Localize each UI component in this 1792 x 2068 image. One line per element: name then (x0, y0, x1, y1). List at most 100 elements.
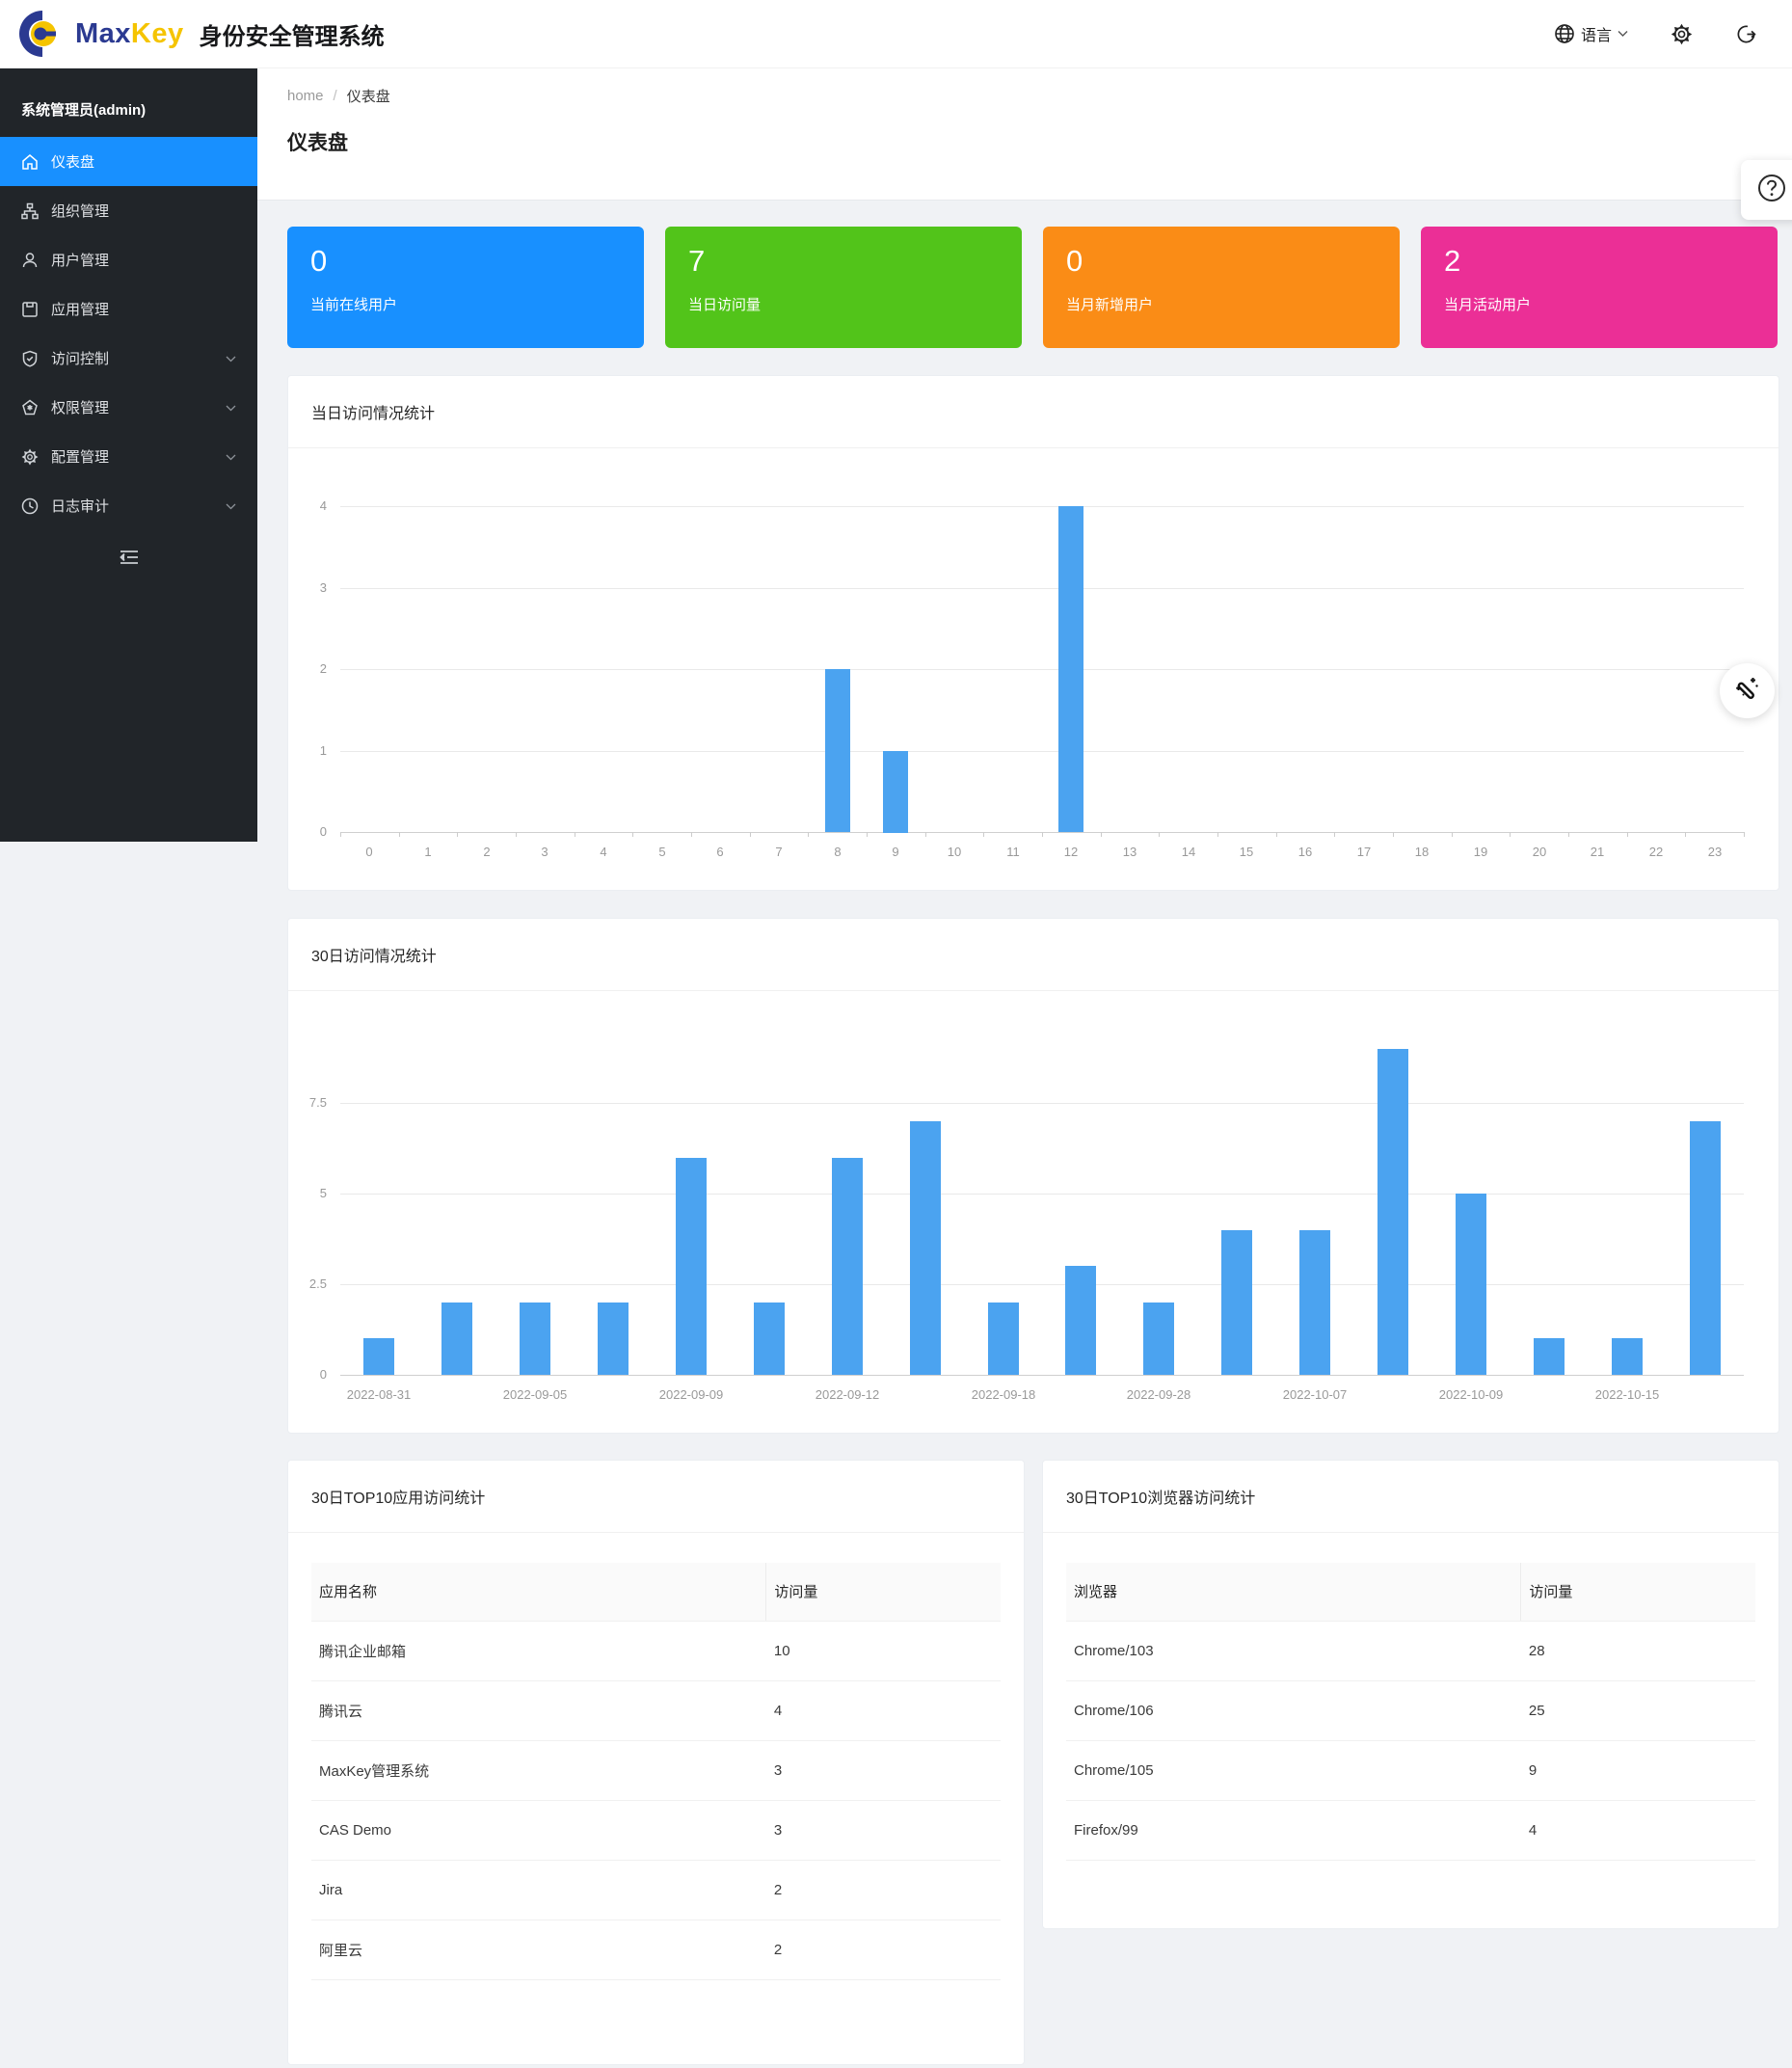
brand-area: MaxKey 身份安全管理系统 (17, 9, 385, 59)
sidebar-item-organizations[interactable]: 组织管理 (0, 186, 257, 235)
x-axis-tick-label: 7 (775, 845, 783, 859)
chevron-down-icon (226, 448, 236, 465)
panel-title: 当日访问情况统计 (288, 376, 1779, 448)
x-axis-tick-label: 2022-09-28 (1126, 1387, 1191, 1402)
logout-button[interactable] (1735, 23, 1757, 45)
globe-icon (1554, 23, 1575, 44)
breadcrumb-home-link[interactable]: home (287, 88, 324, 104)
menu-fold-button[interactable] (0, 538, 257, 580)
sidebar-item-label: 应用管理 (51, 302, 110, 318)
gear-icon (1671, 23, 1693, 45)
x-axis-tick-label: 4 (600, 845, 607, 859)
home-icon (21, 153, 39, 171)
shield-check-icon (21, 350, 39, 367)
app-title: 身份安全管理系统 (199, 23, 385, 50)
table-wrap: 浏览器 访问量 Chrome/103 28 Chrome/106 25 Chrome/1… (1043, 1533, 1779, 1861)
permission-icon (21, 399, 39, 416)
sidebar-item-applications[interactable]: 应用管理 (0, 284, 257, 334)
panel-30day-visits: 30日访问情况统计 0 2.5 5 7.5 2022-08-31 2022-09-05 20… (287, 918, 1779, 1434)
top10-browsers-table: 浏览器 访问量 Chrome/103 28 Chrome/106 25 Chrome/1… (1066, 1563, 1755, 1861)
bar (1065, 1266, 1096, 1375)
x-axis-tick (399, 832, 400, 837)
bar (598, 1303, 629, 1375)
x-axis-tick (1744, 832, 1745, 837)
x-axis-tick-label: 15 (1239, 845, 1254, 859)
bar (1612, 1338, 1643, 1375)
table-row: 腾讯云 4 (311, 1680, 1001, 1741)
table-row: Chrome/103 28 (1066, 1621, 1755, 1681)
x-axis-tick-label: 2022-09-12 (815, 1387, 880, 1402)
x-axis-tick-label: 2 (483, 845, 491, 859)
stat-value: 0 (310, 244, 328, 278)
x-axis-tick-label: 21 (1590, 845, 1605, 859)
logout-icon (1735, 23, 1757, 45)
table-row: Jira 2 (311, 1860, 1001, 1920)
y-axis-tick-label: 7.5 (308, 1095, 327, 1110)
magic-wand-icon (1733, 674, 1762, 708)
brand-key: Key (130, 17, 184, 49)
cell-visits: 9 (1520, 1740, 1755, 1801)
panel-top10-browsers: 30日TOP10浏览器访问统计 浏览器 访问量 Chrome/103 28 Chro… (1042, 1460, 1779, 1929)
help-button[interactable] (1741, 160, 1792, 220)
sidebar-user: 系统管理员(admin) (21, 102, 147, 119)
x-axis-tick-label: 2022-08-31 (346, 1387, 412, 1402)
x-axis-tick (808, 832, 809, 837)
sidebar-item-users[interactable]: 用户管理 (0, 235, 257, 284)
x-axis-tick-label: 2022-09-18 (971, 1387, 1036, 1402)
x-axis-tick (340, 832, 341, 837)
stat-card-row: 0 当前在线用户 7 当日访问量 0 当月新增用户 2 当月活动用户 (287, 227, 1779, 348)
panel-title: 30日访问情况统计 (288, 919, 1779, 991)
theme-wand-button[interactable] (1720, 663, 1775, 718)
sidebar-item-label: 组织管理 (51, 203, 110, 220)
cell-visits: 28 (1520, 1621, 1755, 1681)
bar (1534, 1338, 1565, 1375)
cell-visits: 2 (765, 1920, 1001, 1980)
cell-visits: 3 (765, 1740, 1001, 1801)
chevron-down-icon (226, 350, 236, 366)
bar (1456, 1194, 1486, 1375)
cell-name: Firefox/99 (1066, 1800, 1521, 1861)
sidebar: 系统管理员(admin) 仪表盘 组织管理 用户管理 应用管理 访问控制 (0, 68, 257, 842)
x-axis-tick (1568, 832, 1569, 837)
gridline (340, 1375, 1744, 1376)
table-header-row: 浏览器 访问量 (1066, 1563, 1755, 1622)
column-header-browser: 浏览器 (1066, 1563, 1521, 1622)
sidebar-item-label: 访问控制 (51, 351, 110, 367)
sidebar-item-audit-logs[interactable]: 日志审计 (0, 481, 257, 530)
stat-label: 当月活动用户 (1444, 297, 1532, 313)
bar (1143, 1303, 1174, 1375)
sidebar-item-dashboard[interactable]: 仪表盘 (0, 137, 257, 186)
x-axis-tick-label: 2022-10-15 (1594, 1387, 1660, 1402)
gridline (340, 669, 1744, 670)
gridline (340, 1284, 1744, 1285)
y-axis-tick-label: 0 (319, 1367, 327, 1382)
x-axis-tick-label: 5 (658, 845, 666, 859)
breadcrumb: home / 仪表盘 (287, 86, 1792, 106)
x-axis-tick-label: 10 (947, 845, 962, 859)
sidebar-item-access-control[interactable]: 访问控制 (0, 334, 257, 383)
table-row: 阿里云 2 (311, 1920, 1001, 1980)
language-label: 语言 (1580, 28, 1612, 44)
sidebar-item-configuration[interactable]: 配置管理 (0, 432, 257, 481)
panel-daily-visits: 当日访问情况统计 0 1 2 3 4 0 1 2 3 4 5 6 7 8 9 10 11 12 13 14 15 16 17… (287, 375, 1779, 891)
monthly-visits-bar-chart: 0 2.5 5 7.5 2022-08-31 2022-09-05 2022-09-09 20… (288, 991, 1779, 1433)
cell-visits: 3 (765, 1800, 1001, 1861)
gridline (340, 1103, 1744, 1104)
bar (1058, 506, 1083, 832)
panel-title: 30日TOP10浏览器访问统计 (1043, 1461, 1779, 1533)
language-button[interactable]: 语言 (1554, 22, 1628, 45)
x-axis-tick-label: 16 (1297, 845, 1313, 859)
chevron-down-icon (226, 497, 236, 514)
sidebar-item-label: 用户管理 (51, 253, 110, 269)
bar (1690, 1121, 1721, 1375)
org-icon (21, 202, 39, 220)
x-axis-tick-label: 18 (1414, 845, 1430, 859)
bar (988, 1303, 1019, 1375)
sidebar-item-permissions[interactable]: 权限管理 (0, 383, 257, 432)
top10-apps-table: 应用名称 访问量 腾讯企业邮箱 10 腾讯云 4 MaxKey管理系统 3 CAS Demo… (311, 1563, 1001, 1980)
settings-button[interactable] (1671, 23, 1693, 45)
bar (754, 1303, 785, 1375)
breadcrumb-separator: / (333, 88, 337, 104)
bar (363, 1338, 394, 1375)
x-axis-tick-label: 2022-09-09 (658, 1387, 724, 1402)
